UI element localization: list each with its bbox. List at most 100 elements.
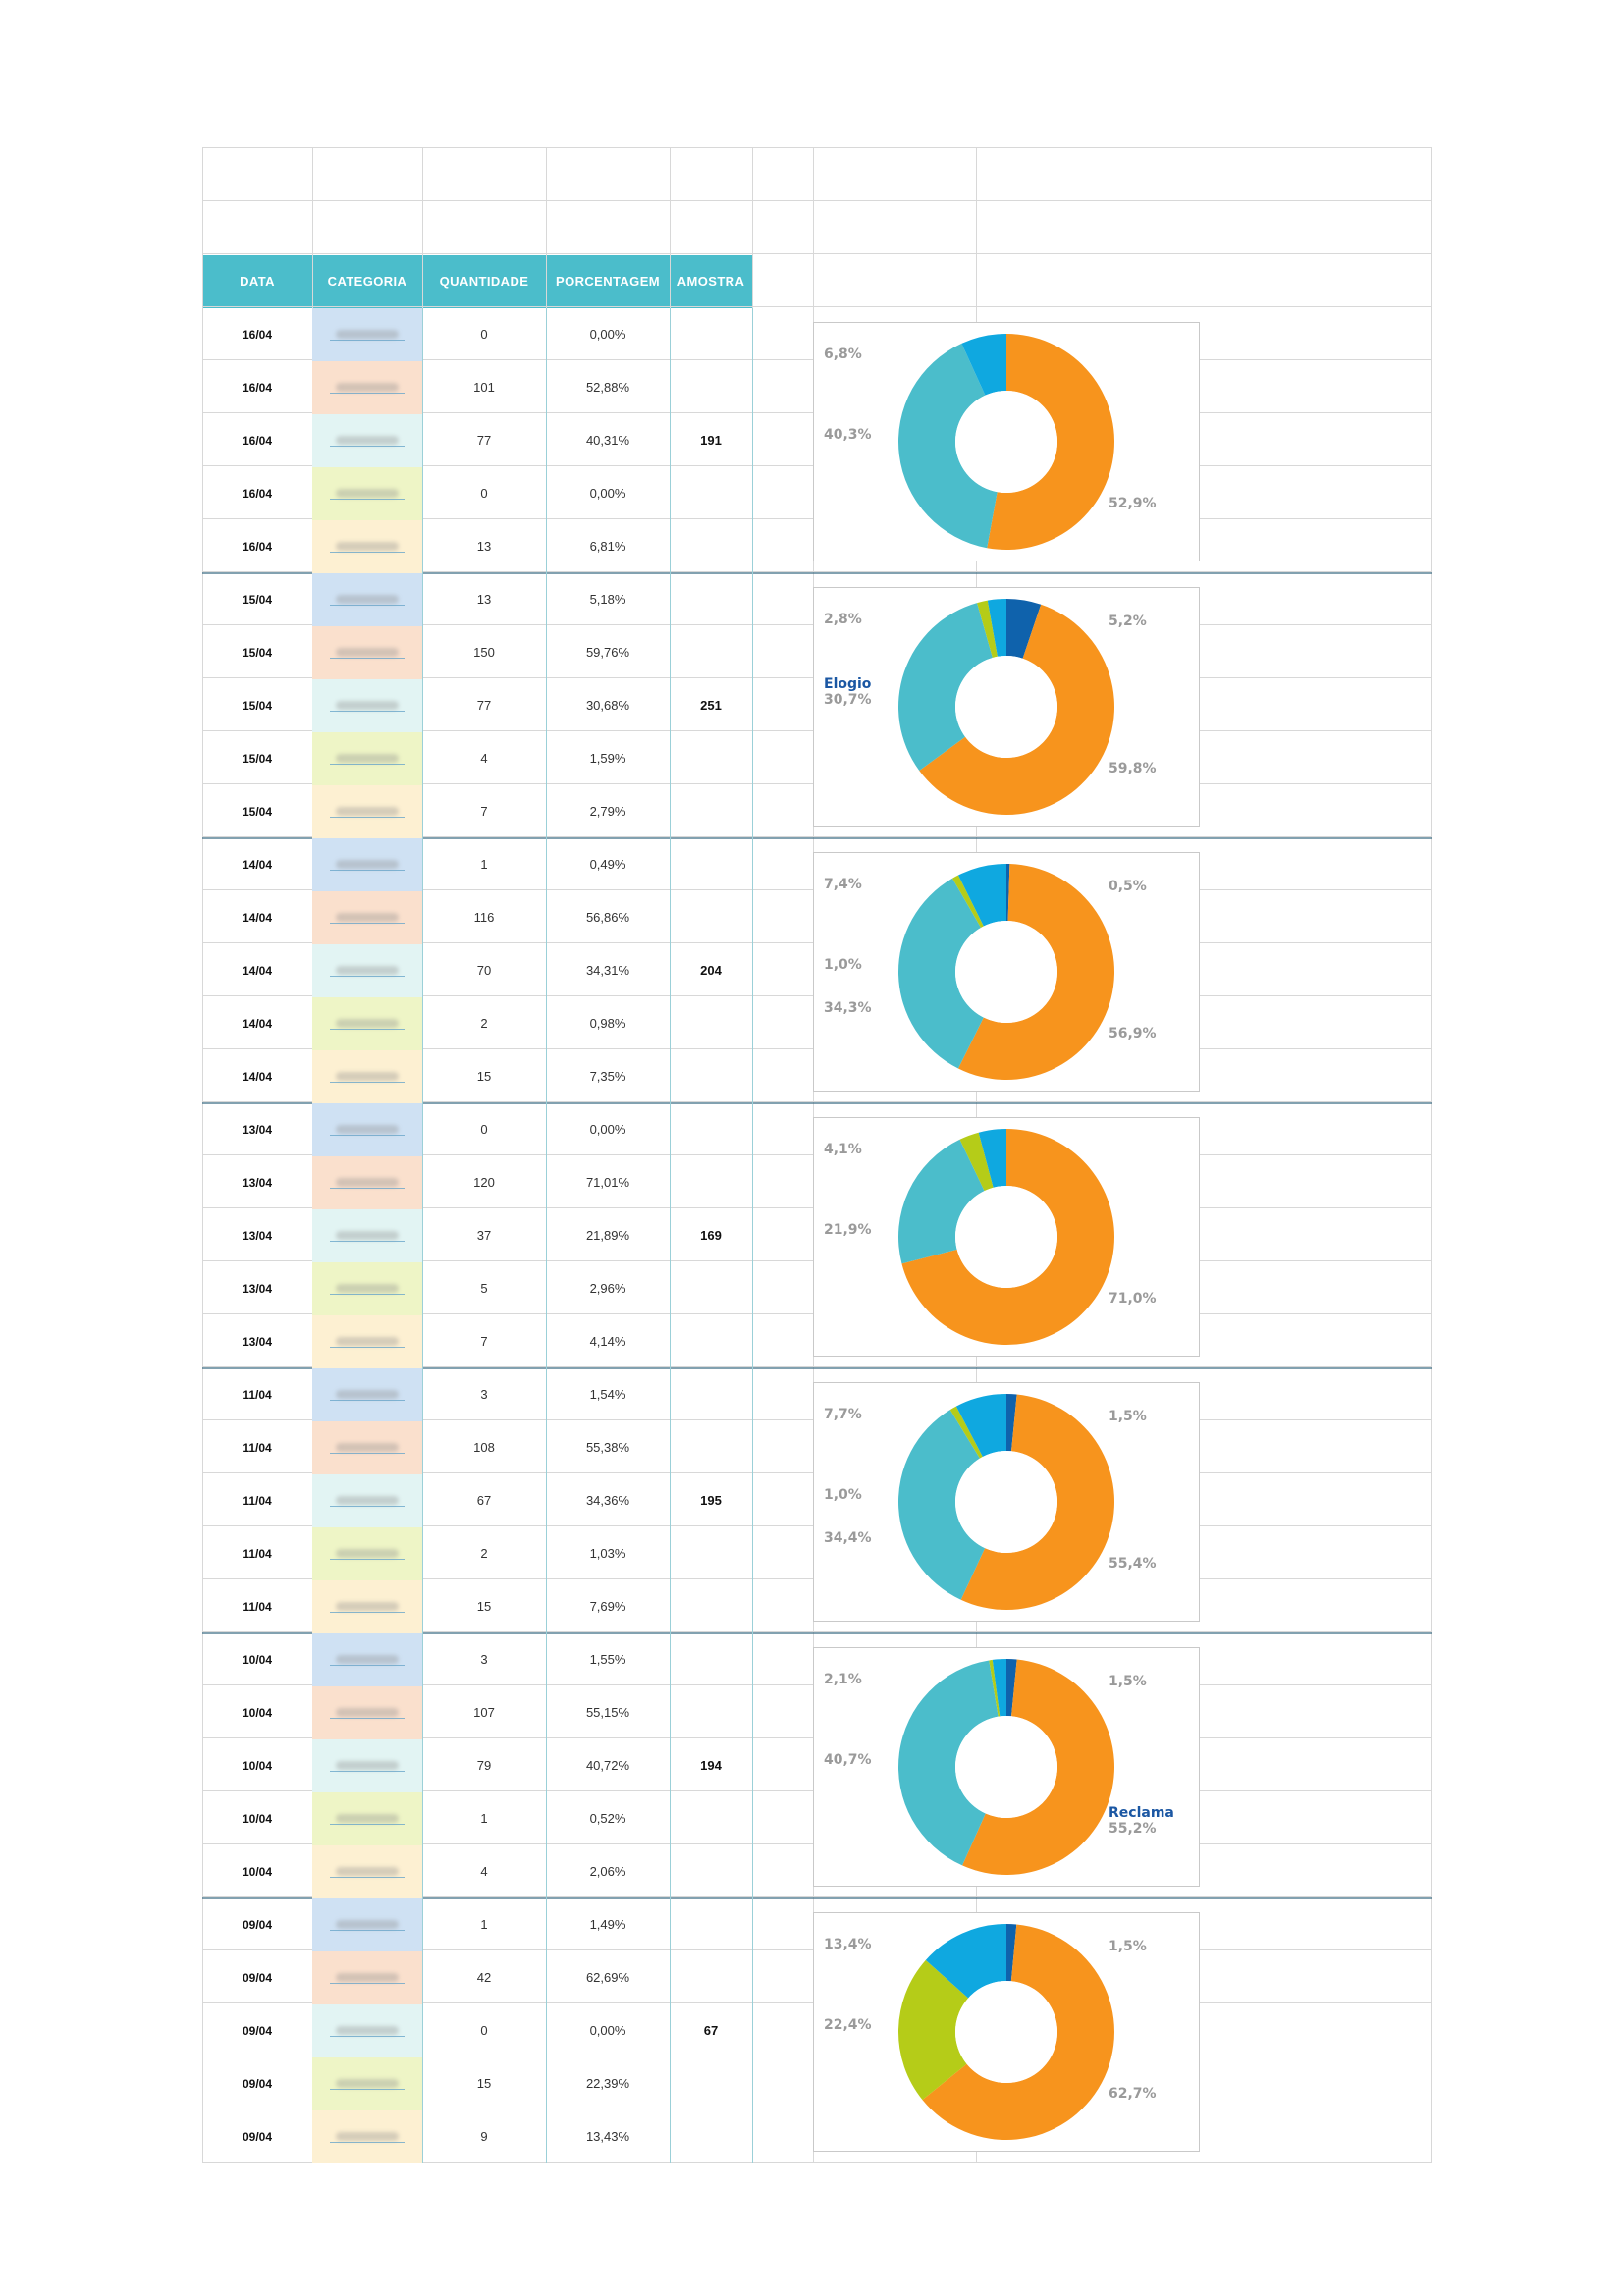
date-cell: 10/04 <box>242 1812 273 1826</box>
table-header: DATA CATEGORIA QUANTIDADE PORCENTAGEM AM… <box>202 255 752 308</box>
quantity-cell: 37 <box>476 1228 492 1243</box>
chart-label-value: 21,9% <box>824 1222 872 1238</box>
percentage-cell: 7,69% <box>589 1599 626 1614</box>
date-cell: 15/04 <box>242 593 273 607</box>
category-underline <box>330 2142 405 2143</box>
percentage-cell: 0,49% <box>589 857 626 872</box>
donut-slice <box>1006 864 1010 922</box>
date-cell: 09/04 <box>242 1971 273 1985</box>
donut-slice <box>987 334 1114 550</box>
date-cell: 16/04 <box>242 381 273 395</box>
quantity-cell: 0 <box>480 1122 488 1137</box>
quantity-cell: 4 <box>480 1864 488 1879</box>
percentage-cell: 0,00% <box>589 327 626 342</box>
date-cell: 11/04 <box>243 1600 272 1614</box>
category-underline <box>330 340 405 341</box>
header-porcentagem: PORCENTAGEM <box>556 274 660 289</box>
category-redacted <box>336 1973 399 1982</box>
category-redacted <box>336 1178 399 1187</box>
column-border <box>670 308 671 2163</box>
donut-slice <box>919 604 1114 815</box>
donut-slice <box>1006 1924 1017 1982</box>
percentage-cell: 4,14% <box>589 1334 626 1349</box>
donut-slice <box>898 1410 986 1600</box>
date-cell: 13/04 <box>242 1123 273 1137</box>
date-cell: 14/04 <box>242 1070 273 1084</box>
percentage-cell: 1,59% <box>589 751 626 766</box>
donut-slice <box>949 1406 983 1459</box>
category-redacted <box>336 754 399 763</box>
donut-hole <box>955 921 1057 1023</box>
chart-label-value: 1,5% <box>1109 1409 1147 1424</box>
category-redacted <box>336 1390 399 1399</box>
category-cell <box>312 2004 422 2057</box>
percentage-cell: 21,89% <box>585 1228 630 1243</box>
category-underline <box>330 870 405 871</box>
date-cell: 16/04 <box>242 540 273 554</box>
column-border <box>546 308 547 2163</box>
chart-label-name: Reclama <box>1109 1805 1174 1821</box>
category-underline <box>330 1665 405 1666</box>
category-cell <box>312 944 422 997</box>
amostra-cell: 67 <box>703 2023 719 2038</box>
category-cell <box>312 785 422 838</box>
quantity-cell: 1 <box>480 1917 488 1932</box>
quantity-cell: 101 <box>473 380 495 395</box>
category-cell <box>312 308 422 361</box>
category-underline <box>330 1930 405 1931</box>
quantity-cell: 67 <box>476 1493 492 1508</box>
quantity-cell: 120 <box>473 1175 495 1190</box>
percentage-cell: 5,18% <box>589 592 626 607</box>
group-separator <box>202 1632 1432 1634</box>
donut-svg <box>898 1129 1114 1345</box>
chart-label-value: 55,2% <box>1109 1821 1157 1837</box>
date-cell: 16/04 <box>242 328 273 342</box>
donut-slice <box>898 343 998 549</box>
category-underline <box>330 1135 405 1136</box>
header-quantidade: QUANTIDADE <box>439 274 529 289</box>
category-underline <box>330 1983 405 1984</box>
category-underline <box>330 1400 405 1401</box>
percentage-cell: 22,39% <box>585 2076 630 2091</box>
category-cell <box>312 1633 422 1686</box>
donut-slice <box>989 1659 1001 1717</box>
group-separator <box>202 1102 1432 1104</box>
percentage-cell: 55,15% <box>585 1705 630 1720</box>
quantity-cell: 13 <box>476 592 492 607</box>
category-cell <box>312 1739 422 1792</box>
donut-slice <box>1006 1394 1017 1452</box>
date-cell: 16/04 <box>242 487 273 501</box>
category-redacted <box>336 807 399 816</box>
percentage-cell: 1,55% <box>589 1652 626 1667</box>
donut-hole <box>955 1451 1057 1553</box>
category-cell <box>312 1368 422 1421</box>
category-redacted <box>336 1708 399 1717</box>
grid-line <box>202 1896 1432 1897</box>
percentage-cell: 0,00% <box>589 2023 626 2038</box>
category-redacted <box>336 913 399 922</box>
category-underline <box>330 1877 405 1878</box>
chart-label-value: 2,8% <box>824 612 862 627</box>
category-cell <box>312 2057 422 2110</box>
chart-label-value: 1,0% <box>824 1487 862 1503</box>
category-redacted <box>336 1602 399 1611</box>
donut-slice <box>901 1129 1114 1345</box>
chart-label-value: 1,5% <box>1109 1674 1147 1689</box>
header-amostra: AMOSTRA <box>676 274 745 289</box>
date-cell: 14/04 <box>242 1017 273 1031</box>
category-redacted <box>336 1867 399 1876</box>
category-underline <box>330 923 405 924</box>
percentage-cell: 34,31% <box>585 963 630 978</box>
date-cell: 11/04 <box>243 1547 272 1561</box>
category-redacted <box>336 1655 399 1664</box>
category-cell <box>312 1050 422 1103</box>
percentage-cell: 56,86% <box>585 910 630 925</box>
percentage-cell: 52,88% <box>585 380 630 395</box>
category-cell <box>312 2110 422 2163</box>
grid-line <box>202 571 1432 572</box>
date-cell: 15/04 <box>242 752 273 766</box>
category-redacted <box>336 860 399 869</box>
category-redacted <box>336 1920 399 1929</box>
chart-label-value: 2,1% <box>824 1672 862 1687</box>
chart-label-value: 6,8% <box>824 347 862 362</box>
